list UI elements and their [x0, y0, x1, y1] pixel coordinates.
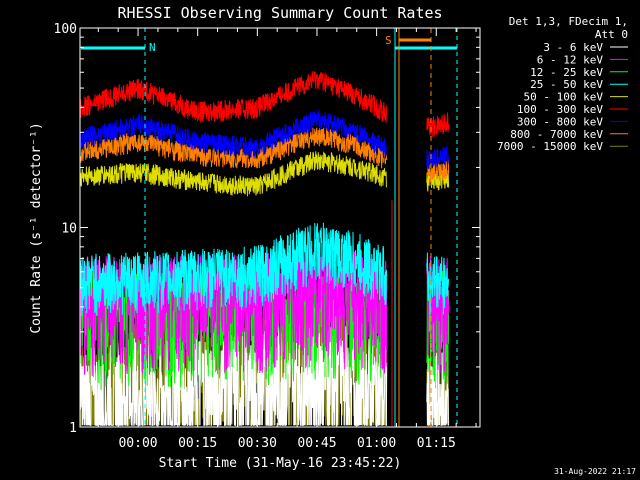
series-line-3-6keV [426, 348, 449, 426]
series-line-25-50keV [426, 252, 450, 315]
x-tick-label: 00:30 [238, 436, 277, 451]
y-axis-title: Count Rate (s⁻¹ detector⁻¹) [29, 122, 44, 333]
y-tick-label: 1 [69, 421, 77, 436]
night-label: N [149, 41, 156, 54]
series-line-100-300keV [79, 71, 388, 123]
legend-label: 12 - 25 keV [530, 66, 603, 79]
series-line-800-7000keV [426, 159, 450, 183]
chart-title: RHESSI Observing Summary Count Rates [117, 4, 442, 22]
saa-label: S [385, 34, 392, 47]
y-tick-label: 10 [61, 222, 77, 237]
legend-header-line-2: Att 0 [595, 28, 628, 41]
legend-label: 7000 - 15000 keV [497, 140, 603, 153]
legend-label: 300 - 800 keV [517, 115, 603, 128]
legend-label: 6 - 12 keV [537, 53, 604, 66]
series-line-100-300keV [426, 112, 450, 138]
legend-label: 3 - 6 keV [543, 41, 603, 54]
legend-header-line-1: Det 1,3, FDecim 1, [509, 15, 628, 28]
footer-date: 31-Aug-2022 21:17 [554, 467, 636, 476]
x-axis-title: Start Time (31-May-16 23:45:22) [159, 456, 402, 471]
marker-layer: NS [81, 28, 458, 427]
series-line-800-7000keV [79, 127, 388, 169]
legend-label: 50 - 100 keV [524, 91, 604, 104]
legend-label: 800 - 7000 keV [510, 128, 603, 141]
legend-label: 100 - 300 keV [517, 103, 603, 116]
series-line-300-800keV [79, 110, 388, 159]
x-tick-label: 01:00 [357, 436, 396, 451]
series-line-300-800keV [426, 145, 450, 169]
x-tick-label: 01:15 [417, 436, 456, 451]
series-line-25-50keV [79, 222, 388, 317]
x-tick-label: 00:00 [118, 436, 157, 451]
x-tick-label: 00:15 [178, 436, 217, 451]
x-tick-label: 00:45 [297, 436, 336, 451]
series-line-50-100keV [79, 151, 388, 197]
series-layer [79, 71, 450, 427]
axis-layer: 1 10 100 00:00 00:15 00:30 00:45 01:00 01:15 [54, 22, 480, 451]
y-tick-label: 100 [54, 22, 77, 37]
legend-label: 25 - 50 keV [530, 78, 603, 91]
